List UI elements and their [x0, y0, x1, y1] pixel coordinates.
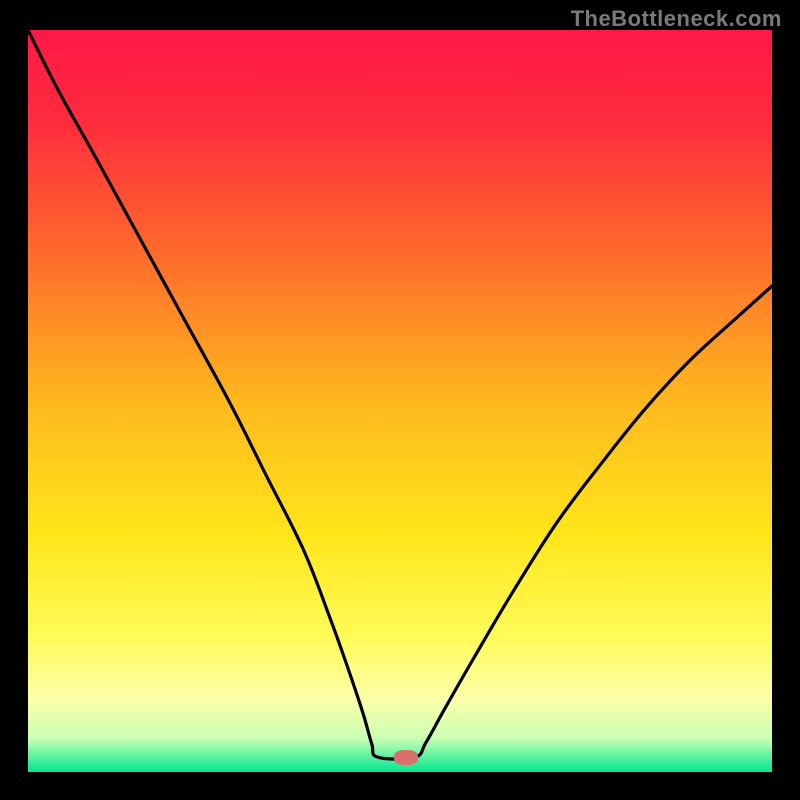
minimum-marker — [394, 750, 418, 765]
chart-frame: TheBottleneck.com — [0, 0, 800, 800]
bottleneck-curve-svg — [28, 30, 772, 772]
watermark-text: TheBottleneck.com — [571, 6, 782, 32]
plot-area — [28, 30, 772, 772]
bottleneck-curve-path — [28, 30, 772, 759]
